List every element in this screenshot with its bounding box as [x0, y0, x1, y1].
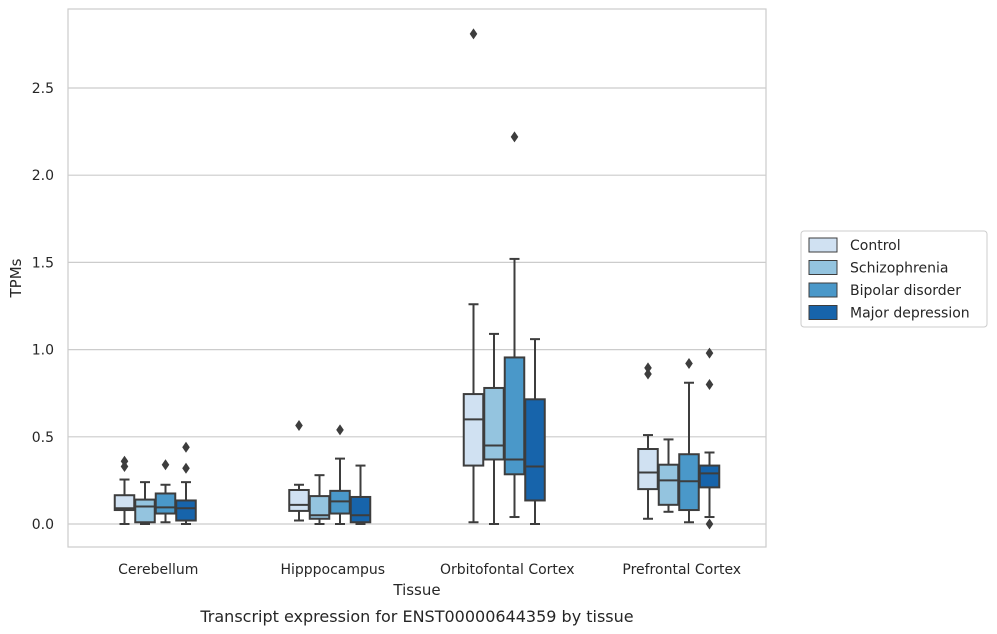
legend: Control Schizophrenia Bipolar disorder Majo…	[800, 230, 988, 328]
x-tick-label: Prefrontal Cortex	[622, 562, 741, 578]
outlier-point	[161, 459, 170, 471]
legend-label: Major depression	[850, 306, 970, 322]
box-iqr	[503, 356, 526, 476]
y-tick-label: 0.0	[32, 517, 54, 533]
outlier-point	[705, 378, 714, 390]
outlier-point	[469, 28, 478, 40]
x-tick-label: Cerebellum	[118, 562, 198, 578]
legend-label: Bipolar disorder	[850, 283, 961, 299]
box-iqr	[154, 492, 177, 515]
y-tick-label: 2.0	[32, 168, 54, 184]
box-major-depression	[524, 338, 546, 525]
outlier-point	[644, 368, 652, 380]
box-control	[113, 455, 136, 525]
box-iqr	[288, 488, 310, 512]
box-major-depression	[349, 464, 372, 525]
plot-frame	[67, 8, 767, 548]
outlier-point	[120, 455, 129, 467]
box-major-depression	[698, 347, 721, 530]
box-schizophrenia	[134, 481, 156, 525]
box-schizophrenia	[657, 438, 680, 513]
legend-label: Schizophrenia	[850, 261, 948, 277]
outlier-point	[510, 131, 519, 143]
box-iqr	[349, 495, 372, 524]
outlier-point	[685, 358, 693, 370]
box-bipolar-disorder	[329, 424, 351, 525]
box-iqr	[524, 398, 546, 502]
outlier-point	[336, 424, 344, 436]
box-bipolar-disorder	[154, 459, 177, 524]
box-bipolar-disorder	[503, 131, 526, 519]
x-axis-title: Tissue	[392, 581, 440, 599]
box-iqr	[175, 499, 197, 522]
box-groups	[113, 28, 721, 530]
legend-swatch	[808, 237, 838, 253]
legend-frame	[800, 230, 988, 328]
grid-lines	[68, 87, 766, 525]
box-iqr	[698, 464, 721, 489]
y-tick-label: 0.5	[32, 430, 54, 446]
outlier-point	[705, 347, 714, 359]
legend-swatch	[808, 282, 838, 298]
x-tick-labels: Cerebellum Hipppocampus Orbitofontal Corte…	[118, 562, 741, 578]
legend-label: Control	[850, 238, 901, 254]
chart-caption: Transcript expression for ENST0000064435…	[199, 607, 633, 626]
y-axis-title: TPMs	[7, 258, 25, 298]
y-tick-label: 2.5	[32, 81, 54, 97]
y-tick-labels: 0.0 0.5 1.0 1.5 2.0 2.5	[32, 81, 54, 533]
x-tick-label: Hipppocampus	[280, 562, 385, 578]
outlier-point	[644, 362, 652, 374]
box-iqr	[657, 463, 680, 506]
legend-swatch	[808, 260, 838, 275]
box-iqr	[637, 448, 659, 491]
outlier-point	[182, 462, 190, 474]
box-schizophrenia	[308, 474, 331, 525]
outlier-point	[182, 441, 190, 453]
x-tick-label: Orbitofontal Cortex	[440, 562, 575, 578]
y-tick-label: 1.5	[32, 255, 54, 271]
box-schizophrenia	[483, 332, 505, 525]
box-control	[637, 362, 659, 520]
box-control	[462, 28, 485, 524]
box-iqr	[462, 393, 485, 467]
outlier-point	[705, 518, 714, 530]
box-bipolar-disorder	[678, 358, 700, 524]
outlier-point	[295, 419, 303, 431]
box-iqr	[483, 386, 505, 461]
box-control	[288, 419, 310, 522]
box-major-depression	[175, 441, 197, 525]
box-iqr	[134, 498, 156, 524]
legend-swatch	[808, 305, 838, 320]
y-tick-label: 1.0	[32, 343, 54, 359]
